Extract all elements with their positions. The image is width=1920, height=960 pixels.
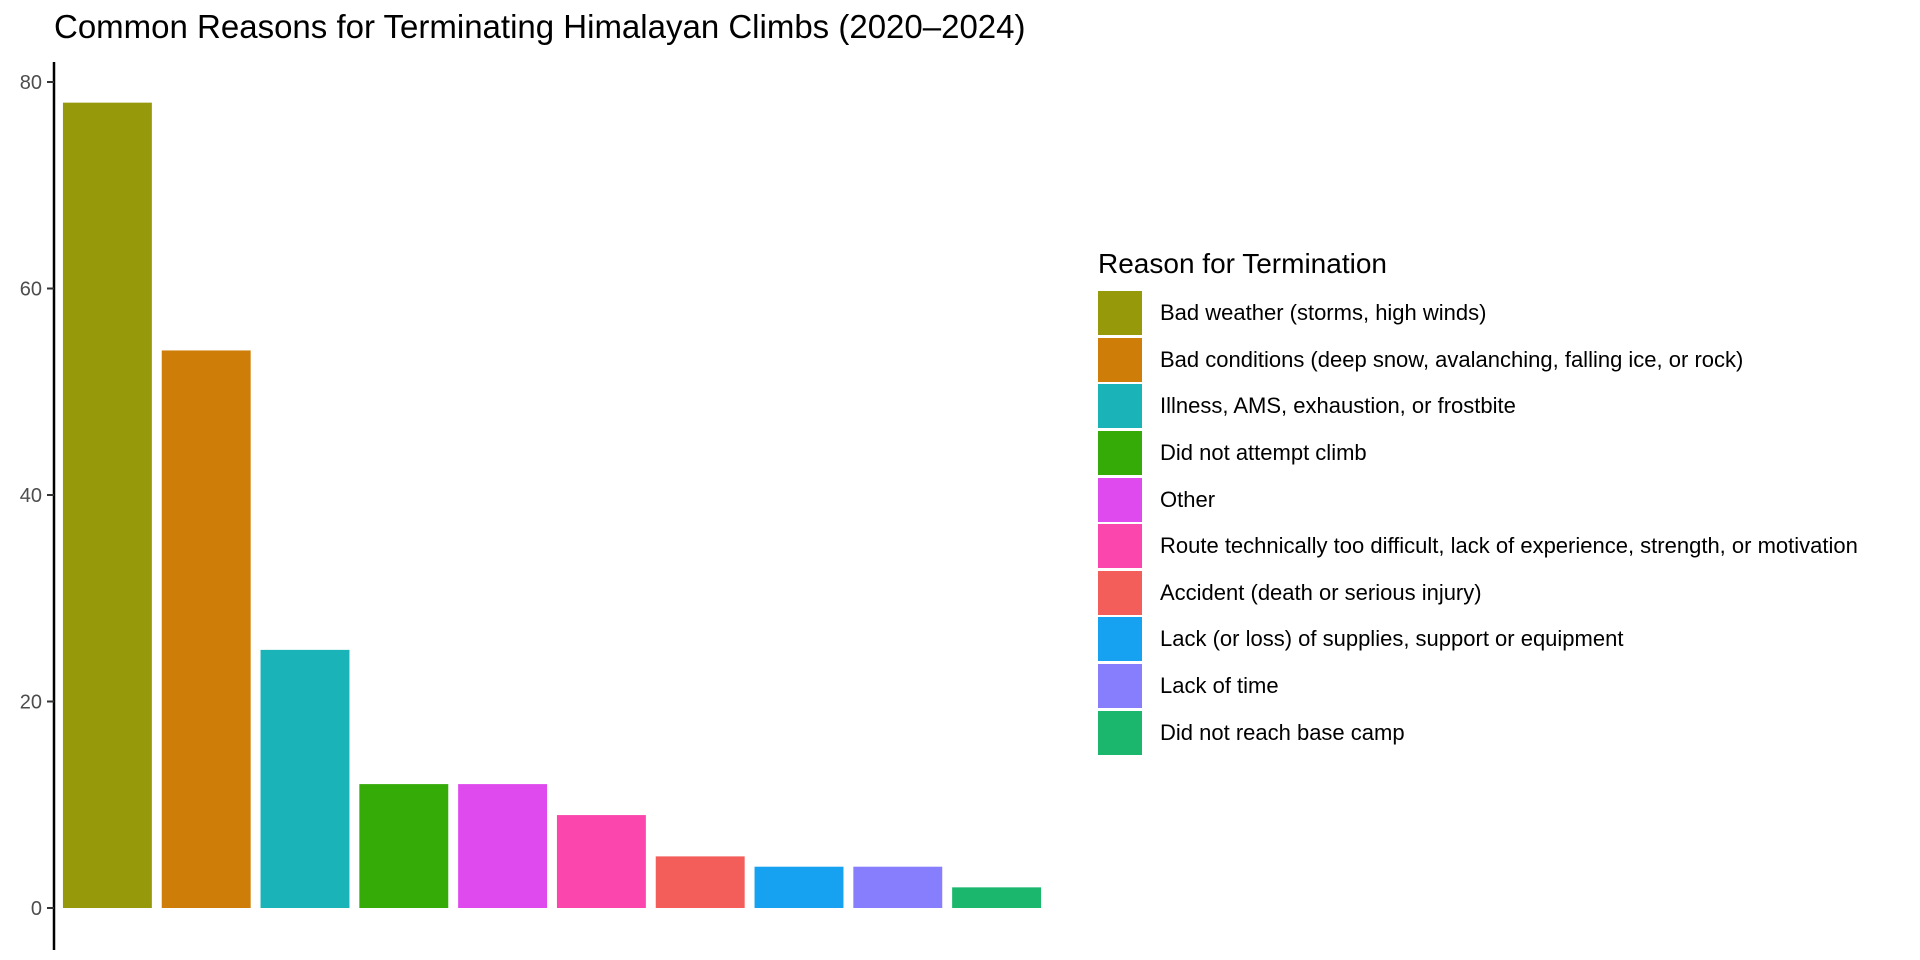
bar	[62, 102, 152, 908]
bar	[458, 784, 548, 908]
legend-label: Lack of time	[1160, 673, 1279, 699]
legend-label: Bad conditions (deep snow, avalanching, …	[1160, 346, 1744, 372]
legend-swatch	[1098, 337, 1142, 382]
bar-chart-plot: 0 20 40 60 80	[20, 62, 1042, 950]
legend-items: Bad weather (storms, high winds) Bad cond…	[1098, 290, 1858, 756]
legend-item: Lack (or loss) of supplies, support or e…	[1098, 616, 1858, 663]
bar	[161, 350, 251, 908]
bar	[556, 815, 646, 908]
bar	[260, 649, 350, 908]
legend-item: Lack of time	[1098, 663, 1858, 710]
bar	[853, 866, 943, 908]
legend-swatch	[1098, 570, 1142, 615]
chart-title: Common Reasons for Terminating Himalayan…	[54, 8, 1026, 45]
legend-label: Did not attempt climb	[1160, 440, 1367, 466]
legend-label: Did not reach base camp	[1160, 719, 1405, 745]
bars-layer	[62, 102, 1042, 908]
legend-item: Other	[1098, 476, 1858, 523]
legend-title: Reason for Termination	[1098, 248, 1387, 279]
legend-label: Lack (or loss) of supplies, support or e…	[1160, 626, 1624, 652]
legend-item: Did not attempt climb	[1098, 430, 1858, 477]
legend-label: Route technically too difficult, lack of…	[1160, 533, 1858, 559]
bar	[952, 887, 1042, 908]
y-tick-label: 60	[20, 279, 42, 301]
y-tick-label: 20	[20, 692, 42, 714]
legend-label: Illness, AMS, exhaustion, or frostbite	[1160, 393, 1516, 419]
legend-swatch	[1098, 431, 1142, 476]
y-axis: 0 20 40 60 80	[20, 62, 56, 950]
legend-item: Accident (death or serious injury)	[1098, 570, 1858, 617]
legend-item: Bad conditions (deep snow, avalanching, …	[1098, 337, 1858, 384]
legend-label: Accident (death or serious injury)	[1160, 579, 1482, 605]
y-tick-label: 0	[31, 898, 42, 920]
legend-swatch	[1098, 477, 1142, 522]
legend: Reason for Termination Bad weather (stor…	[1098, 248, 1858, 756]
legend-label: Bad weather (storms, high winds)	[1160, 300, 1487, 326]
legend-label: Other	[1160, 486, 1216, 512]
legend-swatch	[1098, 291, 1142, 336]
legend-swatch	[1098, 524, 1142, 569]
legend-item: Route technically too difficult, lack of…	[1098, 523, 1858, 570]
y-tick-label: 40	[20, 485, 42, 507]
legend-item: Bad weather (storms, high winds)	[1098, 290, 1858, 337]
legend-item: Did not reach base camp	[1098, 709, 1858, 756]
bar	[754, 866, 844, 908]
y-tick-label: 80	[20, 72, 42, 94]
legend-swatch	[1098, 384, 1142, 429]
legend-item: Illness, AMS, exhaustion, or frostbite	[1098, 383, 1858, 430]
legend-swatch	[1098, 664, 1142, 709]
legend-swatch	[1098, 710, 1142, 755]
legend-swatch	[1098, 617, 1142, 662]
bar	[655, 856, 745, 908]
bar	[359, 784, 449, 908]
